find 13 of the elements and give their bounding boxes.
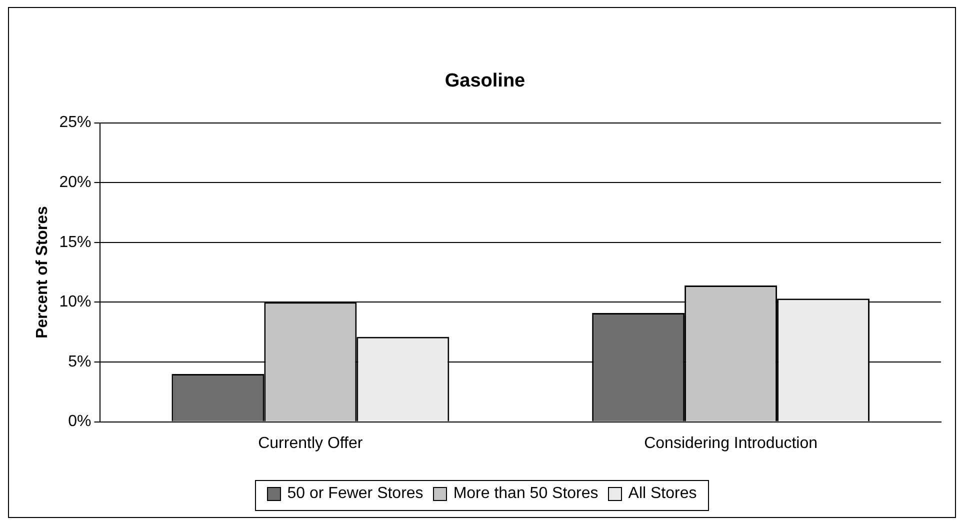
y-tick-label: 20% <box>59 174 92 192</box>
chart-title: Gasoline <box>444 70 526 92</box>
legend-label: 50 or Fewer Stores <box>287 485 424 503</box>
y-tick-label: 0% <box>68 413 92 430</box>
y-tick-label: 5% <box>68 353 92 370</box>
y-tick-label: 15% <box>59 234 92 251</box>
y-tick-label: 25% <box>59 114 92 132</box>
legend-label: All Stores <box>628 485 697 503</box>
x-tick-label: Considering Introduction <box>644 434 818 452</box>
x-tick-label: Currently Offer <box>258 434 364 452</box>
y-tick-label: 10% <box>59 294 92 311</box>
y-axis-title: Percent of Stores <box>34 206 52 339</box>
legend-label: More than 50 Stores <box>453 485 598 503</box>
